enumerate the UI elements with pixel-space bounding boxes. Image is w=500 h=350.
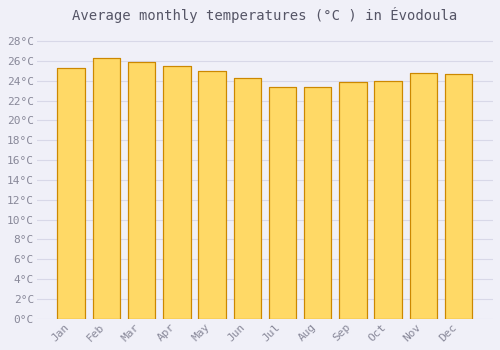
Bar [374, 81, 402, 319]
Bar [339, 82, 366, 319]
Bar [58, 68, 85, 319]
Bar [234, 78, 261, 319]
Bar [92, 58, 120, 319]
Bar [445, 74, 472, 319]
Bar [128, 62, 156, 319]
Bar [269, 87, 296, 319]
Bar [163, 66, 190, 319]
Title: Average monthly temperatures (°C ) in Évodoula: Average monthly temperatures (°C ) in Év… [72, 7, 458, 23]
Bar [410, 73, 437, 319]
Bar [304, 87, 332, 319]
Bar [198, 71, 226, 319]
